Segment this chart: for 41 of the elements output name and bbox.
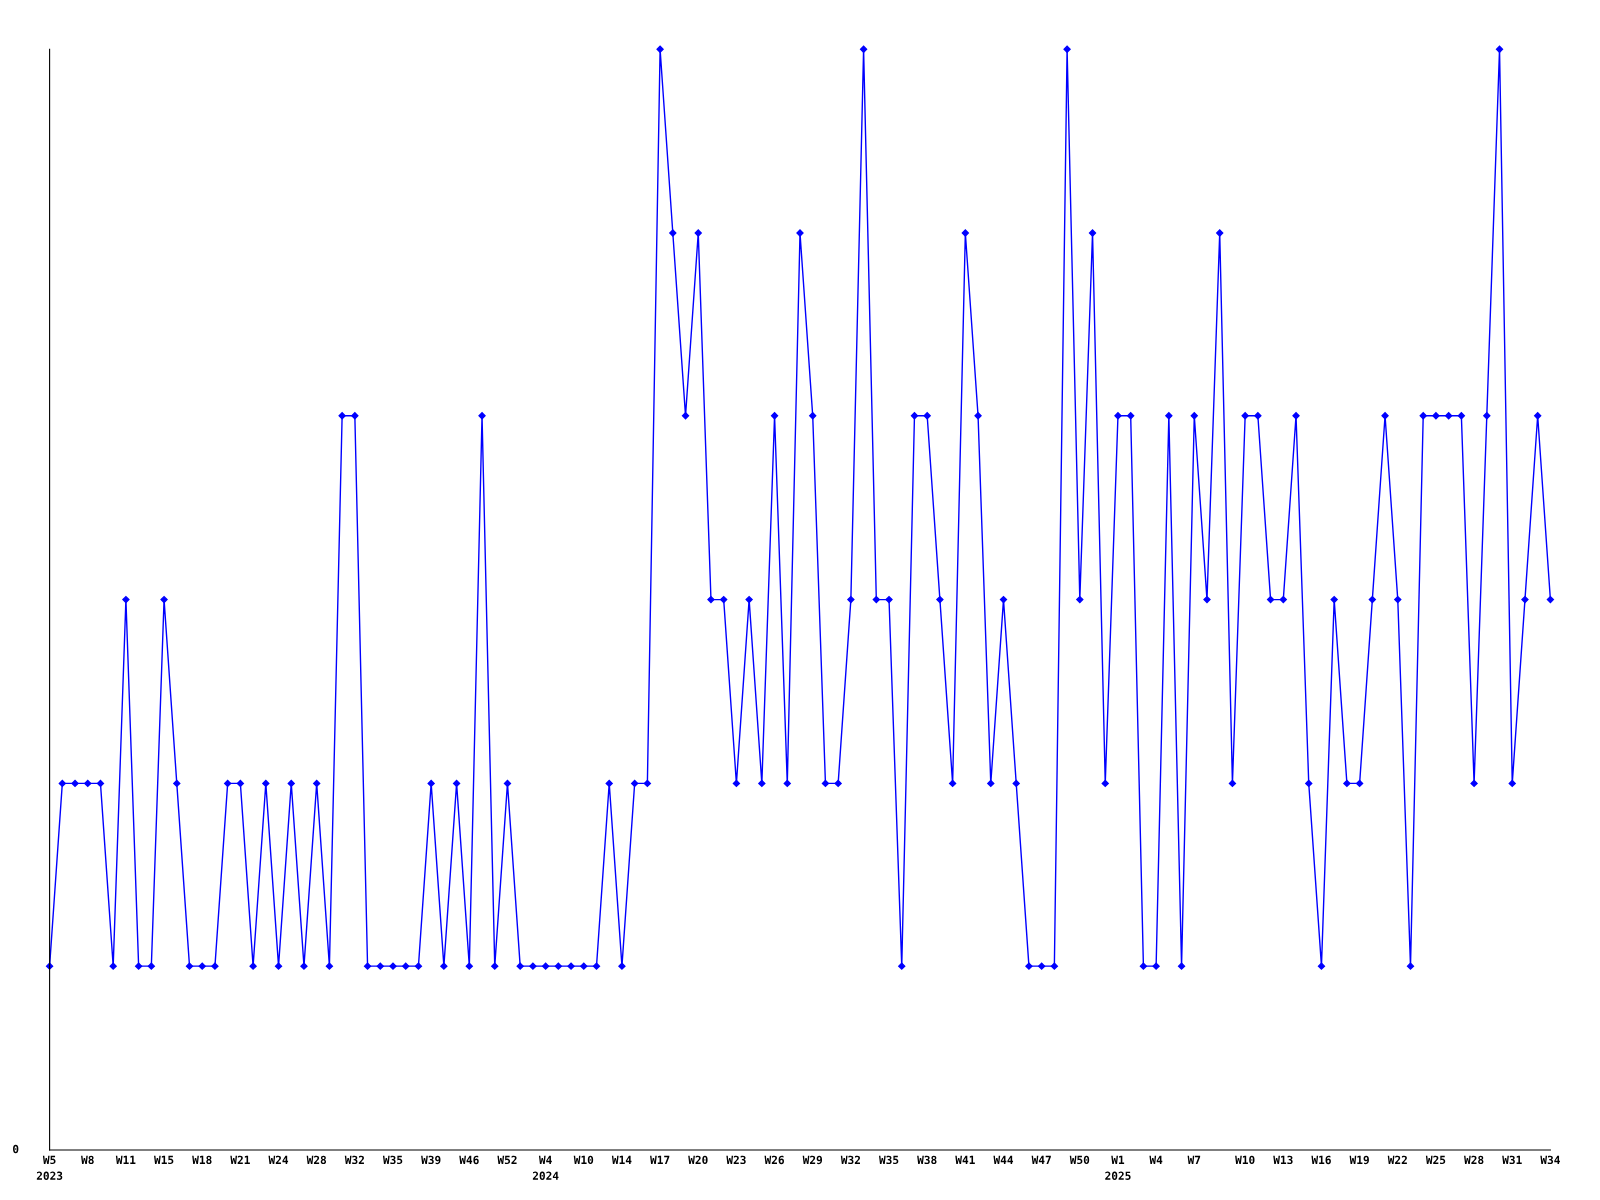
x-tick-label: W17	[650, 1155, 670, 1164]
x-tick-label: W34	[1540, 1155, 1560, 1165]
x-tick-label: W25	[1425, 1155, 1446, 1165]
x-tick-label: W5 2023	[36, 1155, 63, 1180]
x-tick-label: W10	[573, 1155, 594, 1165]
x-tick-label: W1 2025	[1105, 1155, 1131, 1180]
x-tick-label: W46	[459, 1155, 479, 1165]
x-tick-label: W28	[306, 1155, 327, 1165]
x-tick-label: W32	[840, 1155, 860, 1165]
x-tick-label: W35	[879, 1155, 899, 1165]
x-tick-label: W26	[764, 1155, 784, 1165]
x-tick-label: W4	[1149, 1155, 1163, 1164]
x-tick-label: W32	[344, 1155, 364, 1165]
x-tick-label: W16	[1311, 1155, 1331, 1165]
x-tick-label: W22	[1387, 1155, 1407, 1164]
x-tick-label: W4 2024	[532, 1155, 559, 1180]
x-tick-label: W15	[154, 1155, 174, 1165]
x-tick-label: W18	[192, 1155, 212, 1165]
x-tick-label: W29	[802, 1155, 823, 1165]
x-tick-label: W14	[611, 1155, 632, 1164]
x-tick-label: W31	[1502, 1155, 1522, 1165]
x-tick-label: W19	[1349, 1155, 1369, 1165]
x-tick-label: W10	[1235, 1155, 1255, 1165]
x-tick-label: W52	[497, 1155, 517, 1165]
x-tick-label: W35	[382, 1155, 403, 1165]
x-tick-label: W8	[81, 1155, 94, 1165]
x-tick-label: W50	[1069, 1155, 1090, 1165]
text: 0	[13, 1144, 19, 1154]
x-tick-label: W44	[993, 1155, 1014, 1164]
x-tick-label: W39	[421, 1155, 441, 1165]
x-tick-label: W7	[1187, 1155, 1201, 1164]
x-tick-label: W23	[726, 1155, 746, 1165]
x-tick-label: W13	[1273, 1155, 1293, 1165]
x-tick-label: W41	[955, 1155, 975, 1164]
x-tick-label: W28	[1464, 1155, 1484, 1165]
x-tick-label: W24	[268, 1155, 289, 1164]
x-tick-label: W21	[230, 1155, 250, 1164]
x-tick-label: W20	[688, 1155, 708, 1165]
x-tick-label: W38	[917, 1155, 937, 1165]
x-tick-label: W11	[115, 1155, 136, 1164]
x-tick-label: W47	[1031, 1155, 1051, 1164]
